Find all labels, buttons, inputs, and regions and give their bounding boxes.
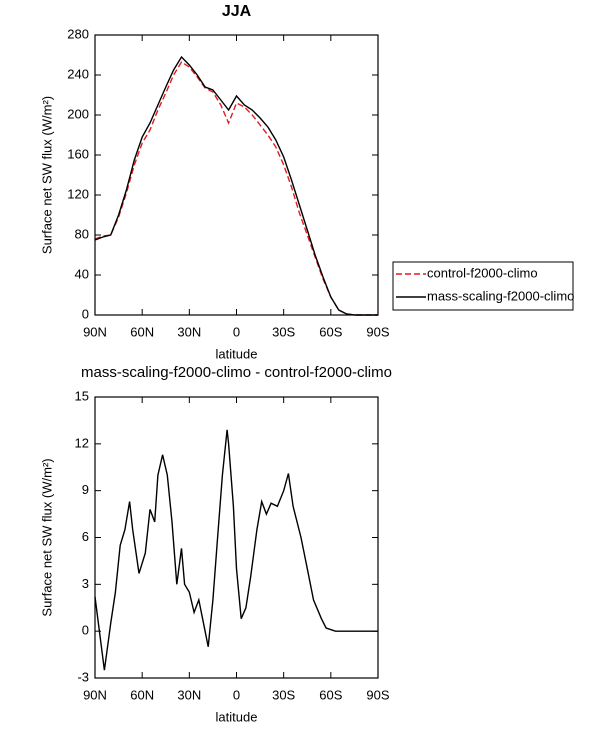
x-tick-label: 90S	[366, 324, 389, 339]
x-tick-label: 30N	[177, 324, 201, 339]
chart-title: mass-scaling-f2000-climo - control-f2000…	[81, 364, 392, 381]
data-line	[94, 61, 378, 316]
x-tick-label: 30S	[272, 687, 295, 702]
x-tick-label: 0	[233, 687, 240, 702]
y-tick-label: 200	[67, 106, 89, 121]
x-tick-label: 60N	[130, 687, 154, 702]
x-tick-label: 30N	[177, 687, 201, 702]
chart-title: JJA	[222, 3, 252, 20]
y-tick-label: 9	[82, 482, 89, 497]
y-tick-label: 12	[75, 435, 89, 450]
y-tick-label: 0	[82, 623, 89, 638]
legend-label: mass-scaling-f2000-climo	[427, 288, 574, 303]
legend-label: control-f2000-climo	[427, 265, 538, 280]
y-axis-label: Surface net SW flux (W/m²)	[39, 96, 54, 254]
data-line	[94, 55, 378, 316]
y-tick-label: 3	[82, 576, 89, 591]
y-tick-label: 0	[82, 306, 89, 321]
y-tick-label: 15	[75, 388, 89, 403]
plot-frame	[94, 34, 379, 316]
x-axis-label: latitude	[216, 346, 258, 361]
plot-frame	[94, 396, 379, 679]
y-tick-label: 40	[75, 266, 89, 281]
x-tick-label: 60N	[130, 324, 154, 339]
x-tick-label: 60S	[319, 324, 342, 339]
x-tick-label: 90N	[83, 324, 107, 339]
x-tick-label: 90N	[83, 687, 107, 702]
y-tick-label: 120	[67, 186, 89, 201]
y-axis-label: Surface net SW flux (W/m²)	[39, 458, 54, 616]
x-tick-label: 30S	[272, 324, 295, 339]
x-tick-label: 60S	[319, 687, 342, 702]
legend-box	[392, 261, 574, 311]
x-axis-label: latitude	[216, 709, 258, 724]
x-tick-label: 90S	[366, 687, 389, 702]
y-tick-label: 160	[67, 146, 89, 161]
x-tick-label: 0	[233, 324, 240, 339]
y-tick-label: 240	[67, 66, 89, 81]
data-line	[94, 429, 378, 671]
y-tick-label: 80	[75, 226, 89, 241]
y-tick-label: -3	[77, 669, 89, 684]
y-tick-label: 6	[82, 529, 89, 544]
y-tick-label: 280	[67, 26, 89, 41]
